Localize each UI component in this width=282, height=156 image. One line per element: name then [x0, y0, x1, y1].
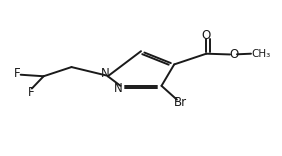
Text: F: F	[14, 67, 20, 80]
Text: O: O	[230, 48, 239, 61]
Text: O: O	[202, 29, 211, 42]
Text: CH₃: CH₃	[252, 49, 271, 59]
Text: F: F	[28, 86, 34, 99]
Text: N: N	[101, 67, 110, 80]
Text: Br: Br	[174, 96, 187, 109]
Text: N: N	[114, 82, 123, 95]
